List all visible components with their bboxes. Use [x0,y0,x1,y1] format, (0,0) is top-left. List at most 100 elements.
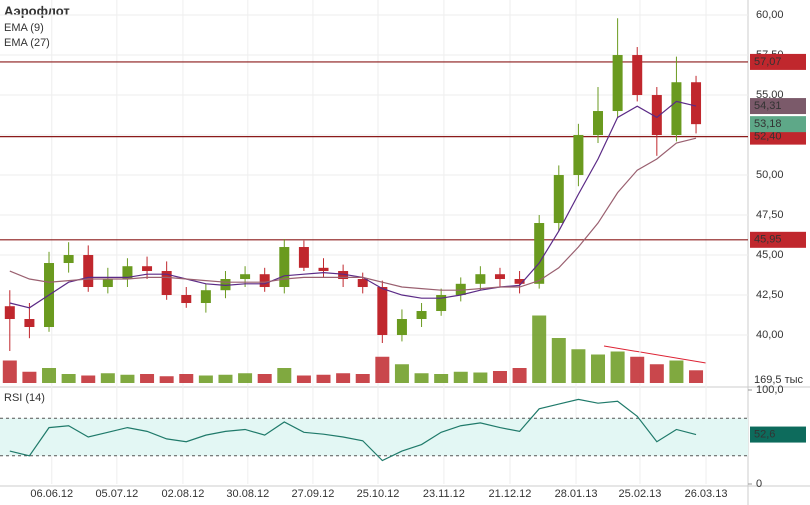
volume-bar [2,360,17,383]
x-tick-label: 21.12.12 [489,488,532,500]
x-tick-label: 05.07.12 [95,488,138,500]
level-tag [750,53,806,70]
chart-title: Аэрофлот [4,3,70,18]
candle-body [671,82,682,136]
x-tick-label: 30.08.12 [226,488,269,500]
candle-body [181,295,192,304]
candle-body [377,287,388,336]
rsi-line [9,398,697,462]
level-tag [750,128,806,145]
candle-body [534,223,545,284]
volume-bar [453,371,468,383]
volume-bar [689,370,704,383]
volume-bar [512,368,527,383]
level-label: 45,95 [754,234,782,246]
volume-bar [277,368,292,383]
rsi-tag [750,426,806,443]
y-tick-label: 42,50 [756,289,784,301]
y-tick-label: 55,00 [756,89,784,101]
price-tag [750,116,806,133]
x-tick-label: 28.01.13 [555,488,598,500]
candle-body [436,295,447,312]
volume-bar [394,364,409,383]
volume-bar [551,338,566,383]
volume-bar [630,356,645,383]
x-tick-label: 06.06.12 [30,488,73,500]
volume-bar [198,375,213,383]
candle-body [573,135,584,176]
candle-body [632,55,643,96]
rsi-tick-label: 100,0 [756,384,784,396]
x-tick-label: 26.03.13 [685,488,728,500]
rsi-band [0,418,748,456]
candle-body [240,274,251,280]
rsi-tag-label: 52,6 [754,428,775,440]
candle-body [200,290,211,304]
candle-body [455,283,466,296]
candle-body [102,279,113,288]
y-tick-label: 47,50 [756,209,784,221]
volume-bar [100,373,115,383]
volume-bar [649,364,664,383]
volume-bar [669,360,684,383]
volume-bar [296,375,311,383]
legend-entry: EMA (9) [4,22,44,34]
volume-bar [610,351,625,383]
candle-body [142,266,153,272]
volume-bar [414,373,429,383]
candle-body [651,95,662,136]
volume-bar [375,356,390,383]
volume-bar [159,376,174,383]
x-tick-label: 23.11.12 [423,488,465,500]
volume-bar [434,374,449,383]
candle-body [4,306,15,320]
volume-bar [257,374,272,383]
candle-body [396,319,407,336]
volume-bar [473,372,488,383]
candle-body [514,279,525,284]
volume-bar [532,315,547,383]
volume-bar [42,368,57,383]
ema-line [9,100,697,309]
candle-body [298,247,309,268]
volume-label: 169,5 тыс [754,374,804,386]
candle-body [279,247,290,288]
volume-bar [218,374,233,383]
candle-body [475,274,486,284]
candle-body [553,175,564,224]
level-label: 57,07 [754,56,782,68]
candle-body [357,279,368,288]
price-tag-label: 53,18 [754,118,782,130]
volume-bar [238,373,253,383]
candle-body [63,255,74,264]
x-tick-label: 02.08.12 [162,488,205,500]
level-tag [750,231,806,248]
candle-body [593,111,604,136]
y-tick-label: 40,00 [756,329,784,341]
y-tick-label: 45,00 [756,249,784,261]
rsi-tick-label: 0 [756,478,762,490]
volume-bar [81,375,96,383]
x-tick-label: 27.09.12 [292,488,335,500]
trend-line [603,345,707,364]
candle-body [220,279,231,291]
volume-bar [336,373,351,383]
volume-bar [492,371,507,383]
candle-body [612,55,623,112]
ema-line [9,137,697,291]
volume-bar [140,374,155,383]
candle-body [24,319,35,328]
y-tick-label: 60,00 [756,9,784,21]
price-tag [750,98,806,115]
x-tick-label: 25.02.13 [619,488,662,500]
volume-bar [61,374,76,383]
level-label: 52,40 [754,131,782,143]
volume-bar [355,374,370,383]
volume-bar [316,374,331,383]
panel-title: RSI (14) [4,392,45,404]
legend-entry: EMA (27) [4,37,50,49]
candle-body [259,274,270,288]
volume-bar [571,349,586,383]
candle-body [318,267,329,272]
